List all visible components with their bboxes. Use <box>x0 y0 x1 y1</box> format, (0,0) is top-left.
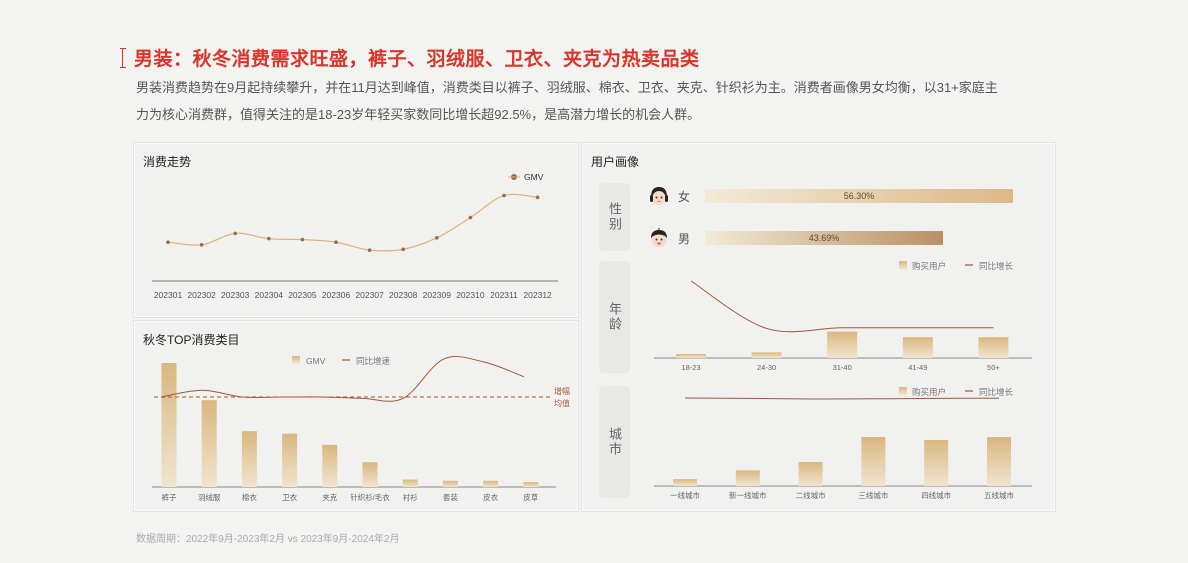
description-line-1: 男装消费趋势在9月起持续攀升，并在11月达到峰值，消费类目以裤子、羽绒服、棉衣、… <box>136 80 998 95</box>
city-tab-label: 城市 <box>607 427 622 457</box>
svg-text:皮衣: 皮衣 <box>483 492 498 502</box>
svg-text:均值: 均值 <box>554 398 570 408</box>
svg-text:202302: 202302 <box>187 290 216 300</box>
svg-text:套装: 套装 <box>443 492 458 502</box>
svg-text:增幅: 增幅 <box>554 386 570 396</box>
svg-text:202301: 202301 <box>154 290 183 300</box>
svg-text:202304: 202304 <box>255 290 284 300</box>
svg-text:同比增长: 同比增长 <box>979 261 1014 271</box>
age-tab-label: 年龄 <box>607 302 622 332</box>
svg-text:针织衫/毛衣: 针织衫/毛衣 <box>350 492 390 502</box>
svg-text:24-30: 24-30 <box>757 363 776 372</box>
svg-text:202308: 202308 <box>389 290 418 300</box>
svg-text:衬衫: 衬衫 <box>403 492 418 502</box>
city-tab: 城市 <box>599 386 630 498</box>
age-tab: 年龄 <box>599 261 630 373</box>
female-bar: 56.30% <box>705 189 1013 203</box>
male-label: 男 <box>678 231 691 246</box>
svg-text:一线城市: 一线城市 <box>670 490 700 500</box>
female-avatar-icon <box>650 187 668 205</box>
gender-row-female: 女 56.30% <box>648 185 1013 207</box>
svg-text:卫衣: 卫衣 <box>282 492 297 502</box>
svg-text:202309: 202309 <box>423 290 452 300</box>
female-value: 56.30% <box>843 191 875 201</box>
page-title: 男装：秋冬消费需求旺盛，裤子、羽绒服、卫衣、夹克为热卖品类 <box>120 44 700 71</box>
male-bar: 43.69% <box>705 231 943 245</box>
svg-text:202312: 202312 <box>523 290 552 300</box>
gender-row-male: 男 43.69% <box>648 227 943 249</box>
svg-text:二线城市: 二线城市 <box>796 490 826 500</box>
female-label: 女 <box>678 189 691 204</box>
svg-text:GMV: GMV <box>306 356 326 366</box>
description-line-2: 力为核心消费群，值得关注的是18-23岁年轻买家数同比增长超92.5%，是高潜力… <box>136 107 701 122</box>
svg-text:裤子: 裤子 <box>162 492 177 502</box>
svg-text:50+: 50+ <box>987 363 1000 372</box>
svg-text:新一线城市: 新一线城市 <box>729 490 767 500</box>
top-categories-panel: 秋冬TOP消费类目 裤子 羽绒服 棉衣 卫衣 夹克 针织衫/毛衣 衬衫 套装 皮衣 皮草 增幅均值 G… <box>133 320 579 512</box>
svg-text:202303: 202303 <box>221 290 250 300</box>
male-avatar-icon <box>651 228 667 247</box>
svg-text:202311: 202311 <box>490 290 518 300</box>
city-chart: 一线城市 新一线城市 二线城市 三线城市 四线城市 五线城市 购买用户 同比增长 <box>654 387 1032 500</box>
title-marker-icon <box>120 47 126 68</box>
gender-tab: 性别 <box>599 183 630 251</box>
svg-text:同比增长: 同比增长 <box>979 387 1014 397</box>
data-period-note: 数据周期：2022年9月-2023年2月 vs 2023年9月-2024年2月 <box>136 534 400 545</box>
svg-text:夹克: 夹克 <box>322 492 337 502</box>
svg-text:四线城市: 四线城市 <box>921 490 951 500</box>
svg-text:棉衣: 棉衣 <box>242 492 257 502</box>
svg-text:羽绒服: 羽绒服 <box>198 492 221 502</box>
user-profile-panel: 用户画像 性别 年龄 城市 女 56.30% 男 <box>581 142 1056 512</box>
svg-text:202310: 202310 <box>456 290 485 300</box>
svg-text:202305: 202305 <box>288 290 317 300</box>
user-profile-panel-title: 用户画像 <box>591 155 640 169</box>
svg-text:购买用户: 购买用户 <box>912 387 946 397</box>
trend-panel: 消费走势 202301 202302 202303 202304 202305 20230… <box>133 142 579 318</box>
trend-panel-title: 消费走势 <box>143 155 192 169</box>
svg-text:202307: 202307 <box>355 290 384 300</box>
svg-text:18-23: 18-23 <box>681 363 700 372</box>
svg-text:五线城市: 五线城市 <box>984 490 1014 500</box>
top-categories-panel-title: 秋冬TOP消费类目 <box>143 333 240 347</box>
svg-text:31-40: 31-40 <box>833 363 852 372</box>
svg-text:三线城市: 三线城市 <box>858 490 888 500</box>
description: 男装消费趋势在9月起持续攀升，并在11月达到峰值，消费类目以裤子、羽绒服、棉衣、… <box>136 74 1066 128</box>
trend-line-chart: 202301 202302 202303 202304 202305 202306 2023… <box>152 172 558 300</box>
gender-tab-label: 性别 <box>607 202 622 232</box>
svg-text:同比增速: 同比增速 <box>356 356 391 366</box>
age-chart: 18-23 24-30 31-40 41-49 50+ 购买用户 同比增长 <box>654 261 1032 372</box>
svg-text:GMV: GMV <box>524 172 544 182</box>
svg-text:购买用户: 购买用户 <box>912 261 946 271</box>
svg-text:41-49: 41-49 <box>908 363 927 372</box>
svg-text:202306: 202306 <box>322 290 351 300</box>
svg-text:皮草: 皮草 <box>523 492 538 502</box>
male-value: 43.69% <box>808 233 840 243</box>
title-text: 男装：秋冬消费需求旺盛，裤子、羽绒服、卫衣、夹克为热卖品类 <box>134 49 700 70</box>
